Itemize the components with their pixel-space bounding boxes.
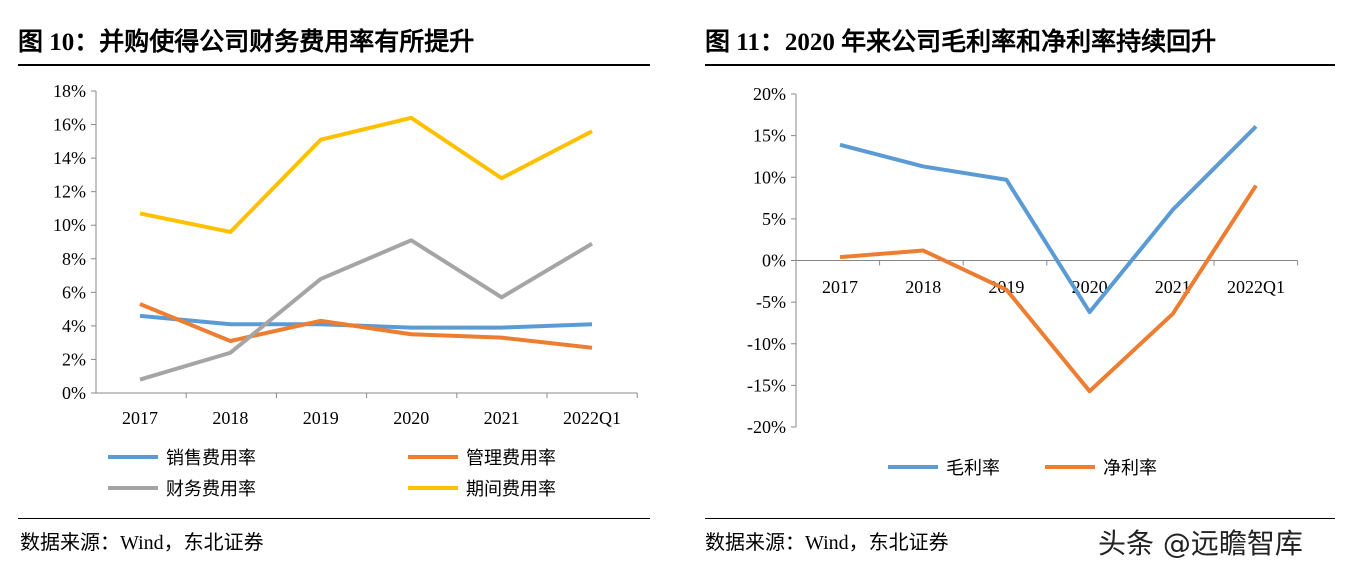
y-tick-label: 10% [753, 167, 786, 187]
y-tick-label: 20% [753, 84, 786, 104]
legend-label: 财务费用率 [166, 479, 256, 500]
y-tick-label: 0% [762, 251, 786, 271]
x-tick-label: 2018 [212, 408, 248, 428]
x-tick-label: 2019 [988, 277, 1024, 297]
y-tick-label: 8% [62, 249, 86, 269]
y-tick-label: 14% [53, 148, 86, 168]
y-tick-label: -20% [747, 417, 786, 437]
x-tick-label: 2018 [905, 277, 941, 297]
y-tick-label: -15% [747, 375, 786, 395]
title-rule-left [18, 64, 650, 66]
y-tick-label: 2% [62, 349, 86, 369]
title-rule-right [705, 64, 1335, 66]
x-tick-label: 2022Q1 [1227, 277, 1285, 297]
chart-title-right: 图 11：2020 年来公司毛利率和净利率持续回升 [705, 29, 1217, 56]
chart-title-left: 图 10：并购使得公司财务费用率有所提升 [18, 29, 475, 56]
x-tick-label: 2021 [1155, 277, 1191, 297]
y-tick-label: 12% [53, 182, 86, 202]
legend-label: 销售费用率 [166, 448, 256, 469]
y-tick-label: 6% [62, 282, 86, 302]
y-tick-label: 4% [62, 316, 86, 336]
source-left: 数据来源：Wind，东北证券 [20, 532, 264, 554]
source-rule-left [18, 518, 650, 519]
x-tick-label: 2022Q1 [563, 408, 621, 428]
legend-label: 毛利率 [946, 458, 1000, 479]
y-tick-label: 18% [53, 81, 86, 101]
y-tick-label: -10% [747, 334, 786, 354]
legend-label: 期间费用率 [466, 479, 556, 500]
y-tick-label: 15% [753, 126, 786, 146]
series-line-管理费用率 [139, 302, 593, 350]
y-tick-label: 5% [762, 209, 786, 229]
y-tick-label: 16% [53, 115, 86, 135]
y-tick-label: 10% [53, 215, 86, 235]
source-rule-right [705, 518, 1335, 519]
source-right: 数据来源：Wind，东北证券 [705, 532, 949, 554]
x-tick-label: 2020 [393, 408, 429, 428]
series-line-毛利率 [839, 125, 1258, 315]
series-line-净利率 [839, 184, 1258, 394]
x-tick-label: 2019 [303, 408, 339, 428]
x-tick-label: 2021 [484, 408, 520, 428]
x-tick-label: 2017 [822, 277, 858, 297]
y-tick-label: 0% [62, 383, 86, 403]
x-tick-label: 2017 [122, 408, 158, 428]
series-line-期间费用率 [139, 115, 593, 234]
x-tick-label: 2020 [1072, 277, 1108, 297]
series-line-财务费用率 [139, 238, 594, 382]
legend-label: 净利率 [1103, 458, 1157, 479]
y-tick-label: -5% [756, 292, 786, 312]
watermark: 头条 @远瞻智库 [1098, 527, 1303, 560]
legend-label: 管理费用率 [466, 448, 556, 469]
